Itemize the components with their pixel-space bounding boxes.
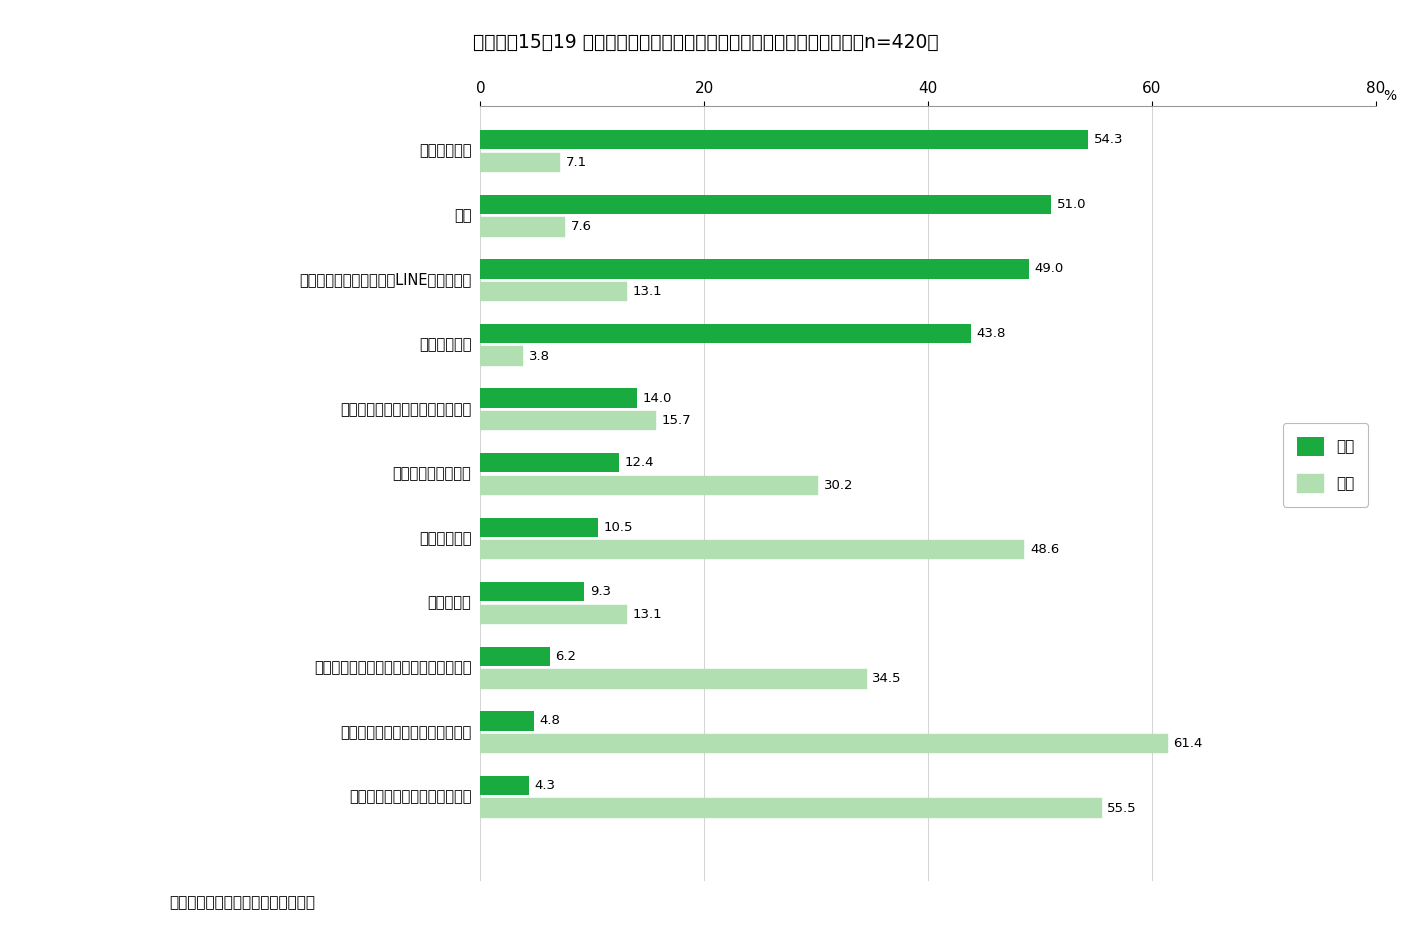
Bar — [480, 282, 626, 301]
Bar — [480, 540, 1024, 559]
Text: 図表６　15〜19 歳の生活行動で増えたもの・減ったもの（複数選択）（n=420）: 図表６ 15〜19 歳の生活行動で増えたもの・減ったもの（複数選択）（n=420… — [473, 33, 938, 52]
Text: 51.0: 51.0 — [1057, 198, 1086, 210]
Text: 運動（部活等以外）: 運動（部活等以外） — [392, 467, 471, 482]
Text: 9.3: 9.3 — [590, 586, 611, 598]
Text: 13.1: 13.1 — [632, 285, 662, 298]
Bar — [480, 194, 1051, 214]
Text: 友人との交流（会う、出かける）: 友人との交流（会う、出かける） — [340, 725, 471, 740]
Text: 家族と過ごす: 家族と過ごす — [419, 338, 471, 353]
Text: 学校での勉強: 学校での勉強 — [419, 531, 471, 546]
Bar — [480, 711, 535, 731]
Bar — [480, 411, 656, 430]
Bar — [480, 153, 560, 172]
Text: 13.1: 13.1 — [632, 608, 662, 620]
Text: 7.6: 7.6 — [571, 221, 593, 233]
Bar — [480, 130, 1088, 149]
Bar — [480, 734, 1168, 753]
Text: 7.1: 7.1 — [566, 156, 587, 169]
Text: 6.2: 6.2 — [556, 650, 576, 663]
Bar — [480, 453, 619, 472]
Text: 43.8: 43.8 — [976, 327, 1006, 339]
Legend: 増加, 減少: 増加, 減少 — [1283, 423, 1369, 506]
Bar — [480, 217, 566, 237]
Text: 睡眠: 睡眠 — [454, 208, 471, 223]
Bar — [480, 670, 866, 688]
Text: 10.5: 10.5 — [604, 521, 634, 534]
Bar — [480, 518, 598, 537]
Text: 部活やサークル活動（オンライン含む）: 部活やサークル活動（オンライン含む） — [313, 660, 471, 675]
Bar — [480, 647, 550, 666]
Text: 61.4: 61.4 — [1174, 737, 1202, 750]
Text: 34.5: 34.5 — [872, 672, 902, 686]
Text: %: % — [1383, 89, 1395, 103]
Text: 14.0: 14.0 — [642, 391, 672, 405]
Bar — [480, 323, 971, 343]
Text: 趣味や習い事（オンライン含む）: 趣味や習い事（オンライン含む） — [340, 402, 471, 417]
Text: 12.4: 12.4 — [625, 456, 655, 469]
Text: 外出（アルバイトや通学以外）: 外出（アルバイトや通学以外） — [349, 789, 471, 804]
Text: 55.5: 55.5 — [1108, 802, 1137, 815]
Bar — [480, 475, 818, 495]
Bar — [480, 259, 1029, 278]
Bar — [480, 389, 638, 407]
Bar — [480, 582, 584, 602]
Text: 3.8: 3.8 — [529, 350, 549, 362]
Text: 49.0: 49.0 — [1034, 262, 1064, 275]
Bar — [480, 604, 626, 624]
Text: 54.3: 54.3 — [1094, 133, 1123, 146]
Bar — [480, 776, 529, 795]
Text: 48.6: 48.6 — [1030, 543, 1060, 556]
Text: アルバイト: アルバイト — [428, 596, 471, 611]
Text: 30.2: 30.2 — [824, 479, 854, 491]
Bar — [480, 799, 1102, 818]
Text: 4.8: 4.8 — [540, 715, 560, 727]
Bar — [480, 346, 523, 366]
Text: 4.3: 4.3 — [535, 779, 555, 792]
Text: （注）　上から増えたもので多い順: （注） 上から増えたもので多い順 — [169, 895, 315, 910]
Text: 15.7: 15.7 — [662, 414, 691, 427]
Text: 自宅での勉強: 自宅での勉強 — [419, 143, 471, 158]
Text: 友人との交流（メールやLINE、電話等）: 友人との交流（メールやLINE、電話等） — [299, 273, 471, 288]
